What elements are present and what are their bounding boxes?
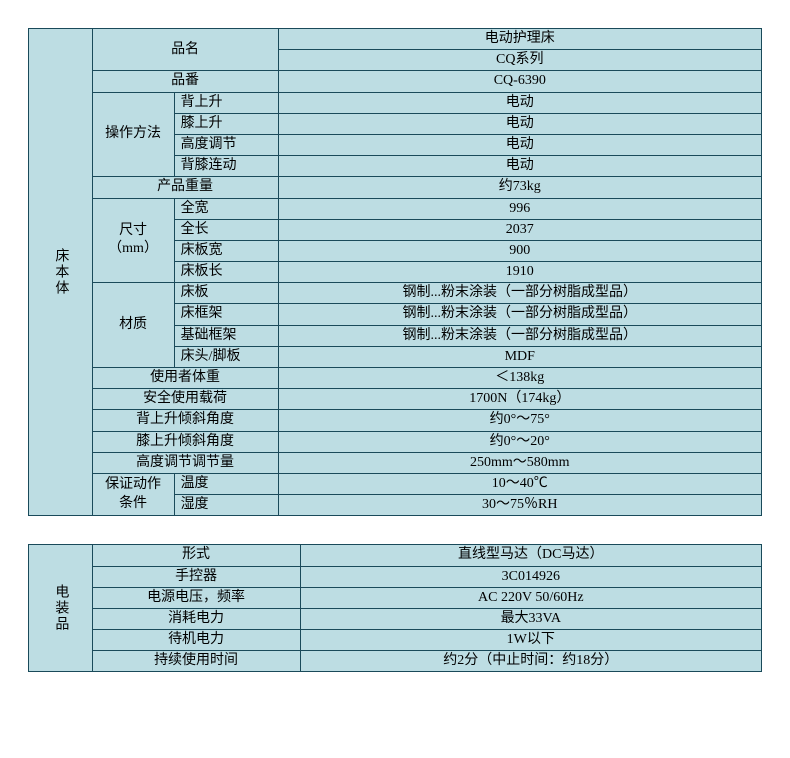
model-label: 品番: [92, 71, 278, 92]
guar-r1-l: 温度: [174, 473, 278, 494]
dim-r2-l: 全长: [174, 219, 278, 240]
t2-r4-l: 消耗电力: [92, 608, 300, 629]
mat-r1-l: 床板: [174, 283, 278, 304]
safe-load-value: 1700N（174kg）: [278, 389, 761, 410]
bed-body-vlabel: 床本体: [29, 29, 93, 516]
t2-r1-l: 形式: [92, 545, 300, 566]
name-value-2: CQ系列: [278, 50, 761, 71]
model-value: CQ-6390: [278, 71, 761, 92]
mat-r3-v: 钢制...粉末涂装（一部分树脂成型品）: [278, 325, 761, 346]
mat-r2-v: 钢制...粉末涂装（一部分树脂成型品）: [278, 304, 761, 325]
op-label: 操作方法: [92, 92, 174, 177]
t2-r3-l: 电源电压，频率: [92, 587, 300, 608]
dim-r2-v: 2037: [278, 219, 761, 240]
dim-r3-l: 床板宽: [174, 240, 278, 261]
name-value-1: 电动护理床: [278, 29, 761, 50]
user-weight-label: 使用者体重: [92, 368, 278, 389]
t2-r5-l: 待机电力: [92, 630, 300, 651]
op-r4-l: 背膝连动: [174, 156, 278, 177]
mat-r4-v: MDF: [278, 346, 761, 367]
knee-angle-value: 约0°～20°: [278, 431, 761, 452]
t2-r1-v: 直线型马达（DC马达）: [300, 545, 761, 566]
guar-r2-l: 湿度: [174, 495, 278, 516]
dim-label-line2: （mm）: [108, 241, 158, 256]
bed-body-table: 床本体 品名 电动护理床 CQ系列 品番 CQ-6390 操作方法 背上升 电动…: [28, 28, 762, 516]
guar-r2-v: 30～75％RH: [278, 495, 761, 516]
weight-value: 约73kg: [278, 177, 761, 198]
mat-label: 材质: [92, 283, 174, 368]
op-r2-v: 电动: [278, 113, 761, 134]
t2-r3-v: AC 220V 50/60Hz: [300, 587, 761, 608]
mat-r2-l: 床框架: [174, 304, 278, 325]
electrical-vlabel: 电装品: [29, 545, 93, 672]
t2-r4-v: 最大33VA: [300, 608, 761, 629]
back-angle-label: 背上升倾斜角度: [92, 410, 278, 431]
t2-r2-v: 3C014926: [300, 566, 761, 587]
op-r3-l: 高度调节: [174, 134, 278, 155]
dim-r4-v: 1910: [278, 262, 761, 283]
height-adj-value: 250mm～580mm: [278, 452, 761, 473]
t2-r6-v: 约2分（中止时间：约18分）: [300, 651, 761, 672]
guarantee-label-line2: 条件: [119, 496, 147, 511]
op-r4-v: 电动: [278, 156, 761, 177]
dim-r3-v: 900: [278, 240, 761, 261]
knee-angle-label: 膝上升倾斜角度: [92, 431, 278, 452]
op-r3-v: 电动: [278, 134, 761, 155]
mat-r1-v: 钢制...粉末涂装（一部分树脂成型品）: [278, 283, 761, 304]
height-adj-label: 高度调节调节量: [92, 452, 278, 473]
back-angle-value: 约0°～75°: [278, 410, 761, 431]
safe-load-label: 安全使用载荷: [92, 389, 278, 410]
dim-label-line1: 尺寸: [119, 223, 147, 238]
user-weight-value: ＜138kg: [278, 368, 761, 389]
mat-r4-l: 床头/脚板: [174, 346, 278, 367]
t2-r5-v: 1W以下: [300, 630, 761, 651]
dim-r1-l: 全宽: [174, 198, 278, 219]
dim-r1-v: 996: [278, 198, 761, 219]
t2-r2-l: 手控器: [92, 566, 300, 587]
weight-label: 产品重量: [92, 177, 278, 198]
guarantee-label: 保证动作 条件: [92, 473, 174, 515]
name-label: 品名: [92, 29, 278, 71]
op-r1-l: 背上升: [174, 92, 278, 113]
op-r1-v: 电动: [278, 92, 761, 113]
t2-r6-l: 持续使用时间: [92, 651, 300, 672]
mat-r3-l: 基础框架: [174, 325, 278, 346]
dim-r4-l: 床板长: [174, 262, 278, 283]
op-r2-l: 膝上升: [174, 113, 278, 134]
guar-r1-v: 10～40℃: [278, 473, 761, 494]
electrical-table: 电装品 形式 直线型马达（DC马达） 手控器3C014926 电源电压，频率AC…: [28, 544, 762, 672]
dim-label: 尺寸 （mm）: [92, 198, 174, 283]
guarantee-label-line1: 保证动作: [105, 477, 161, 492]
